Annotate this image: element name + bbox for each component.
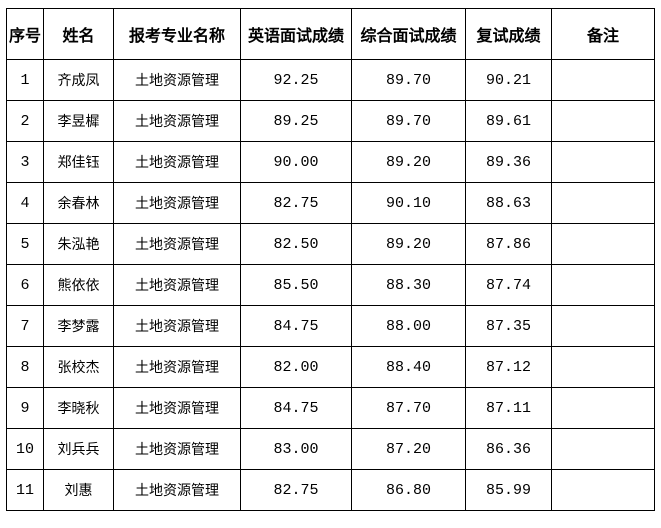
cell-col-english: 92.25 — [240, 59, 352, 101]
cell-col-name: 李昱樨 — [43, 100, 114, 142]
cell-col-index: 10 — [6, 428, 44, 470]
table-row: 1 齐成凤 土地资源管理 92.25 89.70 90.21 — [6, 59, 655, 101]
table-row: 8 张校杰 土地资源管理 82.00 88.40 87.12 — [6, 346, 655, 388]
cell-col-total: 87.74 — [465, 264, 552, 306]
cell-col-comprehensive: 90.10 — [351, 182, 466, 224]
cell-col-major: 土地资源管理 — [113, 100, 241, 142]
cell-col-total: 87.12 — [465, 346, 552, 388]
cell-col-remarks — [551, 346, 655, 388]
cell-col-english: 82.75 — [240, 469, 352, 511]
cell-col-english: 84.75 — [240, 387, 352, 429]
cell-col-index: 8 — [6, 346, 44, 388]
cell-col-remarks — [551, 182, 655, 224]
cell-col-index: 6 — [6, 264, 44, 306]
cell-col-english: 90.00 — [240, 141, 352, 183]
cell-col-comprehensive: 88.40 — [351, 346, 466, 388]
cell-col-total: 85.99 — [465, 469, 552, 511]
cell-col-major: 土地资源管理 — [113, 346, 241, 388]
cell-col-name: 朱泓艳 — [43, 223, 114, 265]
cell-col-major: 土地资源管理 — [113, 141, 241, 183]
table-row: 3 郑佳钰 土地资源管理 90.00 89.20 89.36 — [6, 141, 655, 183]
cell-col-index: 4 — [6, 182, 44, 224]
cell-col-remarks — [551, 387, 655, 429]
cell-col-name: 齐成凤 — [43, 59, 114, 101]
cell-col-total: 87.86 — [465, 223, 552, 265]
cell-col-total: 89.61 — [465, 100, 552, 142]
cell-col-comprehensive: 89.70 — [351, 59, 466, 101]
header-col-index: 序号 — [6, 8, 44, 60]
header-col-remarks: 备注 — [551, 8, 655, 60]
cell-col-english: 89.25 — [240, 100, 352, 142]
cell-col-total: 90.21 — [465, 59, 552, 101]
table-row: 6 熊依依 土地资源管理 85.50 88.30 87.74 — [6, 264, 655, 306]
cell-col-name: 刘惠 — [43, 469, 114, 511]
table-row: 10 刘兵兵 土地资源管理 83.00 87.20 86.36 — [6, 428, 655, 470]
cell-col-major: 土地资源管理 — [113, 264, 241, 306]
cell-col-comprehensive: 86.80 — [351, 469, 466, 511]
cell-col-english: 84.75 — [240, 305, 352, 347]
cell-col-index: 2 — [6, 100, 44, 142]
header-col-comprehensive: 综合面试成绩 — [351, 8, 466, 60]
cell-col-index: 1 — [6, 59, 44, 101]
cell-col-index: 3 — [6, 141, 44, 183]
cell-col-index: 7 — [6, 305, 44, 347]
header-col-name: 姓名 — [43, 8, 114, 60]
cell-col-remarks — [551, 223, 655, 265]
table-row: 4 余春林 土地资源管理 82.75 90.10 88.63 — [6, 182, 655, 224]
cell-col-english: 82.00 — [240, 346, 352, 388]
cell-col-comprehensive: 89.20 — [351, 223, 466, 265]
cell-col-total: 87.11 — [465, 387, 552, 429]
cell-col-index: 9 — [6, 387, 44, 429]
cell-col-comprehensive: 87.70 — [351, 387, 466, 429]
cell-col-comprehensive: 89.70 — [351, 100, 466, 142]
cell-col-total: 89.36 — [465, 141, 552, 183]
cell-col-remarks — [551, 428, 655, 470]
cell-col-major: 土地资源管理 — [113, 428, 241, 470]
table-row: 5 朱泓艳 土地资源管理 82.50 89.20 87.86 — [6, 223, 655, 265]
cell-col-remarks — [551, 141, 655, 183]
table-row: 9 李晓秋 土地资源管理 84.75 87.70 87.11 — [6, 387, 655, 429]
score-table: 序号 姓名 报考专业名称 英语面试成绩 综合面试成绩 复试成绩 备注 1 齐成凤 土地资源管理 9… — [6, 8, 655, 511]
cell-col-total: 88.63 — [465, 182, 552, 224]
header-row: 序号 姓名 报考专业名称 英语面试成绩 综合面试成绩 复试成绩 备注 — [6, 8, 655, 60]
cell-col-comprehensive: 88.00 — [351, 305, 466, 347]
cell-col-name: 余春林 — [43, 182, 114, 224]
header-col-major: 报考专业名称 — [113, 8, 241, 60]
cell-col-name: 熊依依 — [43, 264, 114, 306]
cell-col-remarks — [551, 264, 655, 306]
cell-col-english: 82.50 — [240, 223, 352, 265]
cell-col-english: 85.50 — [240, 264, 352, 306]
cell-col-total: 87.35 — [465, 305, 552, 347]
cell-col-english: 83.00 — [240, 428, 352, 470]
cell-col-remarks — [551, 305, 655, 347]
cell-col-major: 土地资源管理 — [113, 59, 241, 101]
cell-col-comprehensive: 89.20 — [351, 141, 466, 183]
table-row: 7 李梦露 土地资源管理 84.75 88.00 87.35 — [6, 305, 655, 347]
cell-col-major: 土地资源管理 — [113, 305, 241, 347]
cell-col-name: 李晓秋 — [43, 387, 114, 429]
cell-col-major: 土地资源管理 — [113, 182, 241, 224]
cell-col-name: 郑佳钰 — [43, 141, 114, 183]
table-row: 2 李昱樨 土地资源管理 89.25 89.70 89.61 — [6, 100, 655, 142]
cell-col-name: 张校杰 — [43, 346, 114, 388]
cell-col-remarks — [551, 59, 655, 101]
cell-col-english: 82.75 — [240, 182, 352, 224]
table-row: 11 刘惠 土地资源管理 82.75 86.80 85.99 — [6, 469, 655, 511]
cell-col-remarks — [551, 469, 655, 511]
cell-col-major: 土地资源管理 — [113, 223, 241, 265]
cell-col-name: 李梦露 — [43, 305, 114, 347]
cell-col-total: 86.36 — [465, 428, 552, 470]
cell-col-index: 5 — [6, 223, 44, 265]
header-col-total: 复试成绩 — [465, 8, 552, 60]
header-col-english: 英语面试成绩 — [240, 8, 352, 60]
cell-col-index: 11 — [6, 469, 44, 511]
cell-col-name: 刘兵兵 — [43, 428, 114, 470]
cell-col-major: 土地资源管理 — [113, 469, 241, 511]
cell-col-remarks — [551, 100, 655, 142]
cell-col-comprehensive: 88.30 — [351, 264, 466, 306]
cell-col-major: 土地资源管理 — [113, 387, 241, 429]
cell-col-comprehensive: 87.20 — [351, 428, 466, 470]
